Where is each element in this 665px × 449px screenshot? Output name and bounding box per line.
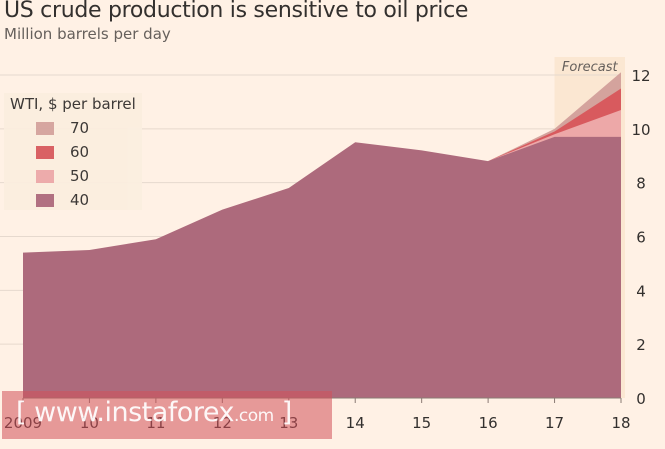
legend-label: 50 xyxy=(70,167,90,185)
legend-swatch xyxy=(36,194,54,207)
watermark-close: ] xyxy=(273,397,293,428)
watermark-text: [ www.instaforex.com ] xyxy=(16,397,292,428)
y-tick-label: 0 xyxy=(636,390,646,408)
legend-swatch xyxy=(36,170,54,183)
x-tick-label: 17 xyxy=(545,414,564,432)
legend-title: WTI, $ per barrel xyxy=(10,95,136,113)
y-tick-labels: 0 2 4 6 8 10 12 xyxy=(631,67,650,408)
watermark-site: www.instaforex xyxy=(26,397,234,428)
legend-label: 40 xyxy=(70,191,90,209)
watermark: [ www.instaforex.com ] xyxy=(2,391,332,439)
legend-label: 60 xyxy=(70,143,90,161)
y-tick-label: 4 xyxy=(636,282,646,300)
legend-swatch xyxy=(36,122,54,135)
watermark-open: [ xyxy=(16,397,27,428)
x-tick-label: 18 xyxy=(611,414,630,432)
y-tick-label: 8 xyxy=(636,175,646,193)
x-tick-label: 15 xyxy=(412,414,431,432)
x-tick-label: 14 xyxy=(346,414,365,432)
y-tick-label: 6 xyxy=(636,229,646,247)
x-tick-label: 16 xyxy=(479,414,498,432)
legend: WTI, $ per barrel 70 60 50 40 xyxy=(4,93,142,210)
forecast-label: Forecast xyxy=(562,60,619,75)
chart-subtitle: Million barrels per day xyxy=(4,25,171,43)
area-series xyxy=(23,72,621,399)
y-tick-label: 2 xyxy=(636,336,646,354)
chart-title: US crude production is sensitive to oil … xyxy=(4,0,469,23)
y-tick-label: 12 xyxy=(631,67,650,85)
area-series-40 xyxy=(23,136,621,399)
legend-label: 70 xyxy=(70,119,90,137)
legend-swatch xyxy=(36,146,54,159)
watermark-tld: .com xyxy=(233,406,274,426)
y-tick-label: 10 xyxy=(631,121,650,139)
